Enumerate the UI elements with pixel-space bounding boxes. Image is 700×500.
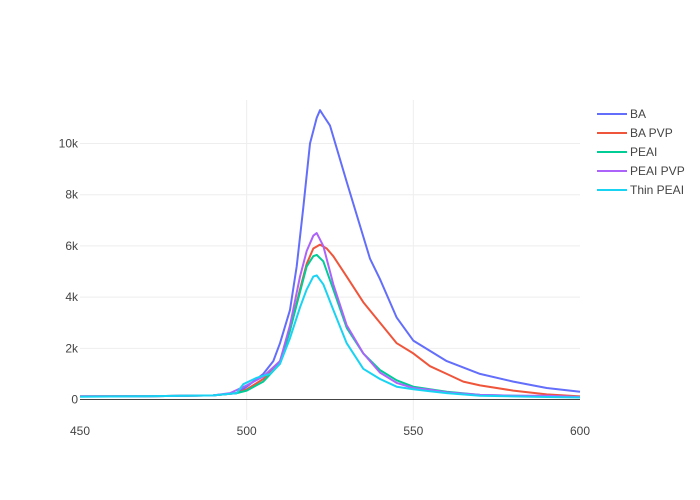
legend-item-peai-pvp[interactable]: PEAI PVP xyxy=(597,164,685,178)
legend-label: BA xyxy=(630,107,646,121)
legend-label: PEAI xyxy=(630,145,657,159)
legend-label: Thin PEAI xyxy=(630,183,684,197)
y-axis: 0 2k 4k 6k 8k 10k xyxy=(59,137,79,407)
series-line-peai-pvp xyxy=(79,232,581,398)
x-tick-label: 500 xyxy=(237,424,257,438)
legend[interactable]: BA BA PVP PEAI PEAI PVP Thin PEAI xyxy=(597,107,685,197)
legend-item-peai[interactable]: PEAI xyxy=(597,145,657,159)
y-tick-label: 0 xyxy=(71,393,78,407)
series-line-peai xyxy=(79,253,581,398)
legend-item-ba[interactable]: BA xyxy=(597,107,646,121)
y-tick-label: 8k xyxy=(65,188,79,202)
y-tick-label: 6k xyxy=(65,239,79,253)
legend-item-thin-peai[interactable]: Thin PEAI xyxy=(597,183,684,197)
series-line-ba-pvp xyxy=(79,243,581,398)
x-tick-label: 600 xyxy=(570,424,590,438)
x-tick-label: 450 xyxy=(70,424,90,438)
y-tick-label: 4k xyxy=(65,290,79,304)
legend-label: BA PVP xyxy=(630,126,673,140)
y-tick-label: 2k xyxy=(65,341,79,355)
x-tick-label: 550 xyxy=(403,424,423,438)
grid-layer xyxy=(80,100,580,420)
series-line-thin-peai xyxy=(79,274,581,399)
x-axis: 450 500 550 600 xyxy=(70,424,590,438)
series-layer xyxy=(79,109,581,399)
legend-item-ba-pvp[interactable]: BA PVP xyxy=(597,126,673,140)
legend-label: PEAI PVP xyxy=(630,164,685,178)
y-tick-label: 10k xyxy=(59,137,79,151)
